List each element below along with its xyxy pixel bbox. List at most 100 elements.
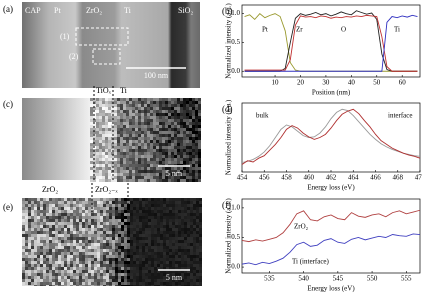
pixel bbox=[145, 240, 148, 243]
pixel bbox=[124, 264, 127, 267]
pixel bbox=[139, 267, 142, 270]
pixel bbox=[196, 240, 199, 243]
pixel bbox=[70, 285, 73, 286]
pixel bbox=[139, 261, 142, 264]
pixel bbox=[169, 207, 172, 210]
pixel bbox=[189, 173, 192, 176]
pixel bbox=[49, 219, 52, 222]
pixel bbox=[196, 270, 199, 273]
pixel bbox=[115, 231, 118, 234]
pixel bbox=[174, 98, 177, 101]
pixel bbox=[106, 270, 109, 273]
pixel bbox=[90, 155, 93, 158]
pixel bbox=[177, 128, 180, 131]
pixel bbox=[151, 210, 154, 213]
pixel bbox=[169, 258, 172, 261]
pixel bbox=[129, 176, 132, 179]
pixel bbox=[198, 98, 201, 101]
pixel bbox=[147, 155, 150, 158]
pixel bbox=[175, 213, 178, 216]
pixel bbox=[25, 273, 28, 276]
pixel bbox=[97, 270, 100, 273]
pixel bbox=[166, 219, 169, 222]
pixel bbox=[144, 110, 147, 113]
pixel bbox=[174, 152, 177, 155]
pixel bbox=[196, 255, 199, 258]
pixel bbox=[177, 176, 180, 179]
pixel bbox=[192, 155, 195, 158]
pixel bbox=[172, 243, 175, 246]
pixel bbox=[109, 246, 112, 249]
pixel bbox=[148, 252, 151, 255]
pixel bbox=[150, 176, 153, 179]
pixel bbox=[93, 152, 96, 155]
pixel bbox=[148, 207, 151, 210]
pixel bbox=[186, 170, 189, 173]
pixel bbox=[64, 201, 67, 204]
pixel bbox=[177, 143, 180, 146]
y-tick-label: 0.5 bbox=[231, 233, 240, 241]
pixel bbox=[144, 161, 147, 164]
pixel bbox=[52, 282, 55, 285]
pixel bbox=[28, 216, 31, 219]
pixel bbox=[172, 258, 175, 261]
layer-label: ZrO₂₋ₓ bbox=[95, 185, 118, 194]
pixel bbox=[118, 252, 121, 255]
pixel bbox=[181, 285, 184, 286]
pixel bbox=[118, 267, 121, 270]
pixel bbox=[118, 204, 121, 207]
pixel bbox=[90, 98, 93, 101]
pixel bbox=[25, 243, 28, 246]
pixel bbox=[166, 258, 169, 261]
pixel bbox=[126, 149, 129, 152]
pixel bbox=[102, 173, 105, 176]
pixel bbox=[135, 170, 138, 173]
pixel bbox=[166, 261, 169, 264]
pixel bbox=[145, 264, 148, 267]
pixel bbox=[160, 267, 163, 270]
pixel bbox=[145, 228, 148, 231]
pixel bbox=[108, 119, 111, 122]
pixel bbox=[153, 152, 156, 155]
pixel bbox=[186, 125, 189, 128]
pixel bbox=[132, 113, 135, 116]
pixel bbox=[70, 267, 73, 270]
pixel bbox=[136, 237, 139, 240]
pixel bbox=[121, 234, 124, 237]
pixel bbox=[159, 122, 162, 125]
pixel bbox=[40, 249, 43, 252]
pixel bbox=[166, 231, 169, 234]
pixel bbox=[181, 201, 184, 204]
pixel bbox=[96, 107, 99, 110]
pixel bbox=[88, 270, 91, 273]
pixel bbox=[34, 282, 37, 285]
pixel bbox=[147, 131, 150, 134]
pixel bbox=[102, 128, 105, 131]
pixel bbox=[162, 107, 165, 110]
pixel bbox=[172, 282, 175, 285]
pixel bbox=[189, 158, 192, 161]
pixel bbox=[184, 228, 187, 231]
pixel bbox=[133, 282, 136, 285]
pixel bbox=[175, 237, 178, 240]
pixel bbox=[79, 237, 82, 240]
pixel bbox=[195, 167, 198, 170]
pixel bbox=[195, 152, 198, 155]
pixel bbox=[195, 134, 198, 137]
y-tick-label: 1.0 bbox=[231, 203, 240, 211]
pixel bbox=[22, 216, 25, 219]
pixel bbox=[43, 225, 46, 228]
pixel bbox=[196, 231, 199, 234]
pixel bbox=[79, 267, 82, 270]
pixel bbox=[169, 252, 172, 255]
pixel bbox=[172, 246, 175, 249]
pixel bbox=[52, 270, 55, 273]
pixel bbox=[165, 134, 168, 137]
pixel bbox=[121, 258, 124, 261]
pixel bbox=[99, 101, 102, 104]
pixel bbox=[177, 146, 180, 149]
pixel bbox=[96, 101, 99, 104]
pixel bbox=[139, 279, 142, 282]
pixel bbox=[163, 222, 166, 225]
pixel bbox=[174, 134, 177, 137]
